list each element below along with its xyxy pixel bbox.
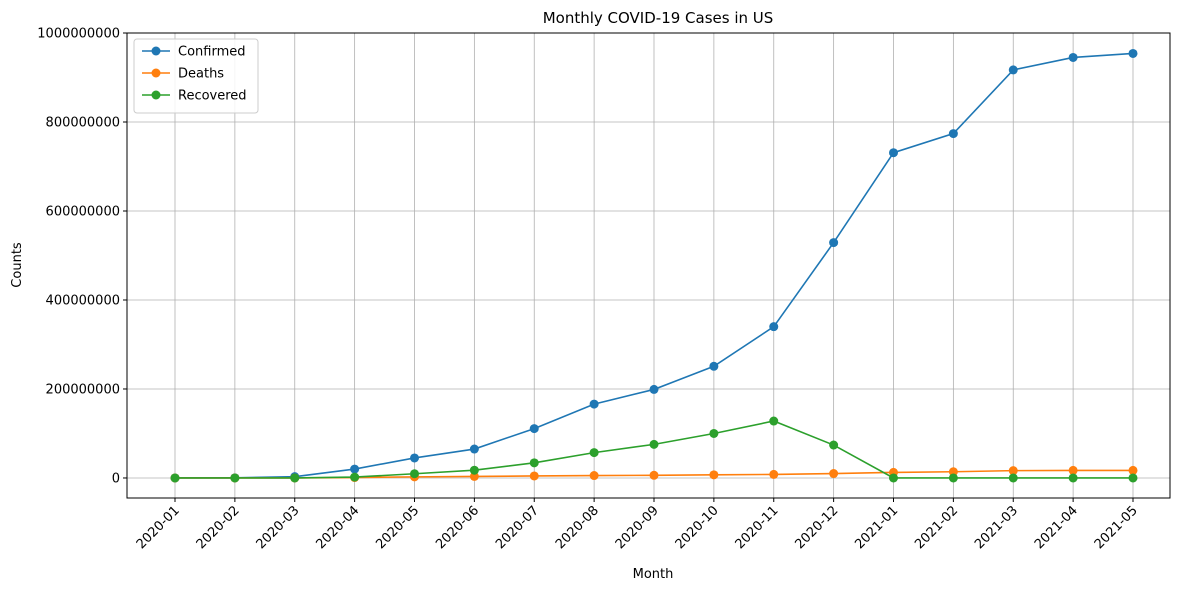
data-point	[1128, 48, 1138, 58]
data-point	[589, 471, 599, 481]
legend: Confirmed Deaths Recovered	[133, 38, 259, 114]
legend-item-recovered: Recovered	[142, 89, 247, 104]
data-point	[889, 473, 898, 483]
data-point	[769, 416, 779, 426]
x-axis-ticks: 2020-01 2020-02 2020-03 2020-04 2020-05 2020-…	[134, 498, 1141, 552]
data-point	[829, 238, 839, 248]
data-point	[170, 473, 180, 483]
x-axis-label: Month	[633, 567, 674, 582]
data-point	[589, 448, 599, 458]
data-point	[709, 361, 719, 371]
x-tick-label: 2021-02	[912, 503, 961, 552]
legend-item-confirmed: Confirmed	[142, 45, 246, 60]
data-point	[1068, 465, 1078, 475]
x-tick-label: 2020-03	[254, 503, 303, 552]
data-point	[410, 469, 419, 479]
grid-lines	[127, 32, 1170, 498]
data-point	[529, 458, 539, 468]
data-point	[649, 470, 659, 480]
data-point	[1008, 473, 1018, 483]
data-point	[769, 322, 779, 332]
y-axis-ticks: 0 200000000 400000000 600000000 800000000 100…	[37, 27, 127, 486]
x-tick-label: 2020-08	[553, 503, 602, 552]
x-tick-label: 2021-03	[972, 503, 1021, 552]
data-point	[889, 148, 898, 158]
legend-item-deaths: Deaths	[142, 67, 224, 82]
data-point	[709, 428, 719, 438]
legend-label: Confirmed	[178, 45, 246, 60]
y-tick-label: 800000000	[46, 115, 120, 130]
data-point	[649, 384, 659, 394]
data-point	[829, 440, 839, 450]
y-tick-label: 200000000	[46, 382, 120, 397]
x-tick-label: 2020-01	[134, 503, 183, 552]
y-tick-label: 400000000	[46, 293, 120, 308]
x-tick-label: 2020-06	[433, 503, 482, 552]
legend-label: Deaths	[178, 67, 224, 82]
legend-label: Recovered	[178, 89, 247, 104]
x-tick-label: 2020-05	[373, 503, 422, 552]
data-point	[469, 444, 479, 454]
data-point	[649, 439, 659, 449]
x-tick-label: 2021-05	[1092, 503, 1141, 552]
data-point	[769, 469, 779, 479]
series-recovered	[170, 416, 1138, 483]
x-tick-label: 2021-01	[852, 503, 901, 552]
x-tick-label: 2020-09	[613, 503, 662, 552]
data-point	[948, 129, 958, 139]
data-point	[1128, 465, 1138, 475]
data-point	[529, 471, 539, 481]
y-tick-label: 600000000	[46, 204, 120, 219]
y-tick-label: 0	[112, 471, 120, 486]
data-point	[1068, 473, 1078, 483]
y-tick-label: 1000000000	[37, 27, 120, 42]
data-point	[350, 464, 360, 474]
series-lines	[170, 48, 1138, 483]
data-point	[410, 453, 419, 463]
data-point	[469, 465, 479, 475]
chart-title: Monthly COVID-19 Cases in US	[543, 9, 774, 27]
legend-marker	[151, 46, 161, 56]
data-point	[829, 469, 839, 479]
x-tick-label: 2020-12	[792, 503, 841, 552]
data-point	[350, 472, 360, 482]
data-point	[1128, 473, 1138, 483]
data-point	[1008, 466, 1018, 476]
data-point	[529, 424, 539, 434]
legend-marker	[151, 90, 161, 100]
x-tick-label: 2020-02	[194, 503, 243, 552]
x-tick-label: 2021-04	[1032, 503, 1081, 552]
x-tick-label: 2020-07	[493, 503, 542, 552]
data-point	[230, 473, 240, 483]
data-point	[709, 470, 719, 480]
plot-frame	[126, 32, 1171, 499]
data-point	[948, 473, 958, 483]
data-point	[1008, 65, 1018, 75]
data-point	[290, 473, 300, 483]
y-axis-label: Counts	[10, 242, 25, 288]
data-point	[469, 471, 479, 481]
x-tick-label: 2020-10	[673, 503, 722, 552]
x-tick-label: 2020-04	[313, 503, 362, 552]
data-point	[589, 399, 599, 409]
data-point	[1068, 52, 1078, 62]
legend-marker	[151, 68, 161, 78]
x-tick-label: 2020-11	[733, 503, 782, 552]
data-point	[948, 467, 958, 477]
